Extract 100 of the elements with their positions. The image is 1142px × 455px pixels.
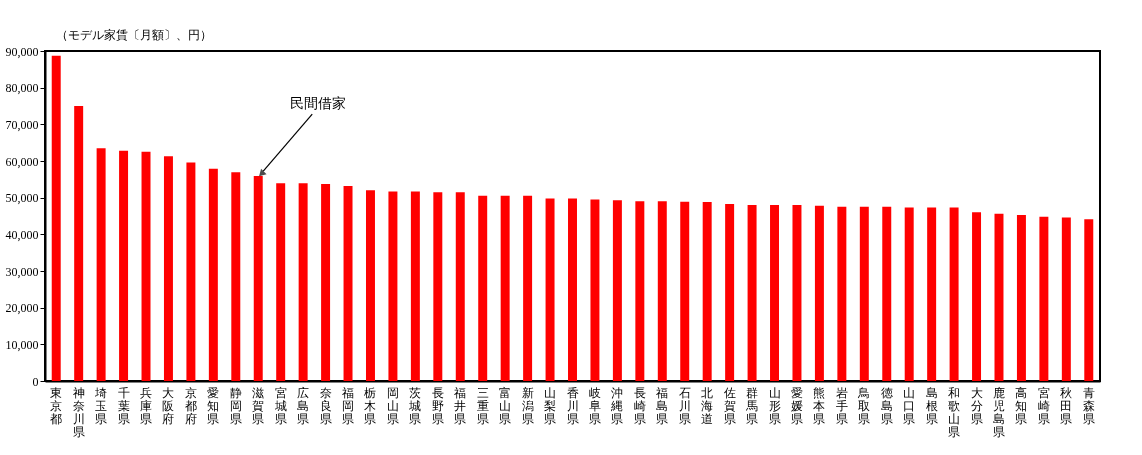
x-tick-label: 和歌山県 bbox=[948, 385, 961, 439]
bar bbox=[657, 201, 667, 381]
bar bbox=[1016, 214, 1026, 381]
bar bbox=[410, 191, 420, 381]
bar bbox=[1084, 219, 1094, 381]
y-tick-label: 90,000 bbox=[5, 44, 39, 59]
bar bbox=[388, 191, 398, 381]
bar bbox=[814, 205, 824, 381]
bar bbox=[365, 190, 375, 381]
bar bbox=[74, 106, 84, 381]
y-tick-label: 30,000 bbox=[5, 264, 39, 279]
y-tick-label: 60,000 bbox=[5, 154, 39, 169]
x-tick-label: 富山県 bbox=[499, 385, 512, 426]
x-tick-label: 宮崎県 bbox=[1037, 385, 1050, 426]
x-tick-label: 秋田県 bbox=[1060, 385, 1073, 426]
x-tick-label: 茨城県 bbox=[408, 385, 422, 426]
x-tick-label: 千葉県 bbox=[117, 385, 130, 426]
x-tick-label: 奈良県 bbox=[319, 385, 332, 426]
x-tick-label: 愛媛県 bbox=[790, 385, 803, 426]
x-tick-label: 三重県 bbox=[476, 385, 489, 426]
x-tick-label: 宮城県 bbox=[273, 385, 287, 426]
bar bbox=[433, 192, 443, 381]
x-tick-label: 長崎県 bbox=[633, 385, 646, 426]
bar bbox=[859, 206, 869, 381]
bar bbox=[792, 205, 802, 381]
bar bbox=[276, 183, 286, 381]
bar bbox=[568, 198, 577, 381]
bar bbox=[612, 200, 622, 381]
y-tick-label: 70,000 bbox=[5, 117, 39, 132]
bar bbox=[500, 195, 510, 381]
bar bbox=[972, 212, 982, 381]
x-tick-label: 東京都 bbox=[50, 385, 63, 426]
x-tick-label: 沖縄県 bbox=[610, 385, 624, 426]
x-tick-label: 高知県 bbox=[1015, 385, 1028, 426]
x-tick-label: 熊本県 bbox=[813, 385, 826, 426]
bar bbox=[186, 162, 196, 381]
y-tick-label: 10,000 bbox=[5, 337, 39, 352]
x-tick-label: 山梨県 bbox=[544, 385, 557, 426]
bar bbox=[725, 203, 735, 381]
x-tick-label: 岩手県 bbox=[835, 385, 848, 426]
bar bbox=[163, 156, 173, 381]
x-tick-label: 埼玉県 bbox=[94, 385, 108, 426]
x-tick-label: 新潟県 bbox=[521, 385, 534, 426]
y-tick-label: 0 bbox=[32, 374, 39, 389]
x-tick-label: 大分県 bbox=[970, 385, 983, 426]
y-tick-label: 50,000 bbox=[5, 191, 39, 206]
x-tick-label: 福井県 bbox=[454, 385, 467, 426]
bar bbox=[904, 207, 914, 381]
x-tick-label: 長野県 bbox=[431, 385, 444, 426]
bar bbox=[51, 55, 61, 381]
bar bbox=[298, 183, 308, 381]
annotation: 民間借家 bbox=[290, 96, 347, 112]
x-tick-label: 岐阜県 bbox=[588, 385, 601, 426]
bar bbox=[253, 176, 263, 381]
x-tick-label: 兵庫県 bbox=[140, 385, 153, 426]
bar bbox=[321, 184, 331, 381]
y-tick-label: 40,000 bbox=[5, 227, 39, 242]
bar bbox=[523, 195, 533, 381]
x-tick-label: 静岡県 bbox=[229, 385, 242, 426]
x-tick-label: 岡山県 bbox=[386, 385, 399, 426]
x-tick-label: 広島県 bbox=[297, 385, 310, 426]
x-tick-label: 京都府 bbox=[184, 385, 197, 426]
x-tick-label: 佐賀県 bbox=[723, 385, 736, 426]
bar bbox=[635, 201, 645, 381]
bar bbox=[680, 201, 690, 381]
bar bbox=[478, 195, 488, 381]
x-tick-label: 鹿児島県 bbox=[992, 385, 1005, 439]
x-tick-label: 島根県 bbox=[925, 385, 938, 426]
bar bbox=[882, 206, 892, 381]
bar bbox=[96, 148, 106, 381]
y-tick-label: 80,000 bbox=[5, 81, 39, 96]
bar bbox=[343, 185, 353, 381]
bar bbox=[590, 199, 600, 381]
x-tick-label: 石川県 bbox=[678, 385, 691, 426]
bar bbox=[231, 172, 241, 381]
bar bbox=[141, 151, 151, 381]
x-tick-label: 群馬県 bbox=[745, 385, 759, 426]
bar bbox=[545, 198, 555, 381]
x-tick-label: 栃木県 bbox=[364, 385, 377, 426]
bar bbox=[208, 168, 218, 381]
x-tick-label: 神奈川県 bbox=[72, 385, 85, 439]
y-tick-label: 20,000 bbox=[5, 301, 39, 316]
bar bbox=[1061, 217, 1071, 381]
y-axis-title: （モデル家賃〔月額〕、円） bbox=[55, 27, 212, 42]
bar bbox=[1039, 216, 1049, 381]
x-tick-label: 北海道 bbox=[701, 385, 714, 426]
x-tick-label: 香川県 bbox=[566, 385, 579, 426]
bar bbox=[837, 206, 847, 381]
bar bbox=[702, 202, 712, 381]
x-tick-label: 山形県 bbox=[768, 385, 781, 426]
x-tick-label: 青森県 bbox=[1082, 385, 1095, 426]
x-tick-label: 山口県 bbox=[903, 385, 916, 426]
x-tick-label: 福島県 bbox=[656, 385, 669, 426]
bar bbox=[747, 205, 757, 381]
x-tick-label: 鳥取県 bbox=[857, 385, 871, 426]
bar bbox=[770, 205, 780, 381]
x-tick-label: 徳島県 bbox=[880, 385, 893, 426]
bar bbox=[949, 207, 959, 381]
x-tick-label: 大阪府 bbox=[162, 385, 175, 426]
x-tick-label: 愛知県 bbox=[207, 385, 220, 426]
